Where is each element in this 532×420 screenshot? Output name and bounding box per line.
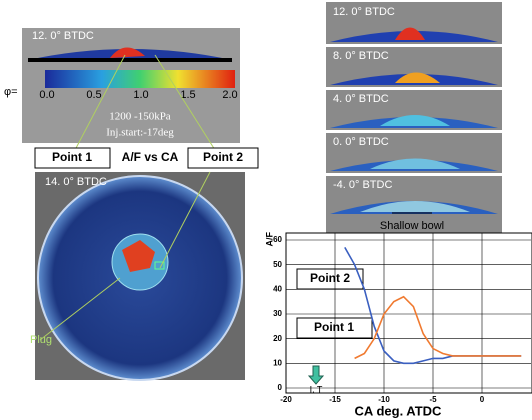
point-label: Point 1 bbox=[52, 150, 92, 164]
chart-title: A/F vs CA bbox=[122, 150, 179, 164]
panel-title: 14. 0° BTDC bbox=[45, 176, 107, 188]
bowl-label: Shallow bowl bbox=[380, 220, 444, 232]
panel-title: 12. 0° BTDC bbox=[333, 6, 395, 18]
x-axis-label: CA deg. ATDC bbox=[355, 403, 443, 418]
phi-label: φ= bbox=[4, 86, 18, 98]
plug-label: Plug bbox=[30, 334, 52, 346]
x-tick-label: 0 bbox=[480, 395, 485, 404]
figure: 12. 0° BTDC φ= 0.0 0.5 1.0 1.5 2.0 1200 … bbox=[0, 0, 532, 420]
y-tick-label: 50 bbox=[273, 260, 282, 269]
info-line: Inj.start:-17deg bbox=[106, 127, 174, 139]
scale-tick: 0.5 bbox=[86, 89, 101, 101]
panel-title: -4. 0° BTDC bbox=[333, 179, 392, 191]
x-tick-label: -20 bbox=[280, 395, 292, 404]
y-tick-label: 0 bbox=[278, 383, 283, 392]
left-top-panel: 12. 0° BTDC φ= 0.0 0.5 1.0 1.5 2.0 1200 … bbox=[4, 28, 240, 143]
right-stack: 12. 0° BTDC 8. 0° BTDC 4. 0° BTDC 0. 0° … bbox=[326, 2, 502, 234]
chart: A/F CA deg. ATDC Point 2 Point 1 I. T 01… bbox=[264, 232, 532, 419]
y-tick-label: 60 bbox=[273, 235, 282, 244]
x-tick-label: -5 bbox=[429, 395, 437, 404]
annotation: Point 1 bbox=[314, 320, 354, 334]
y-tick-label: 10 bbox=[273, 358, 282, 367]
panel-title: 0. 0° BTDC bbox=[333, 136, 389, 148]
info-line: 1200 -150kPa bbox=[109, 111, 171, 123]
point-label: Point 2 bbox=[203, 150, 243, 164]
annotation: I. T bbox=[310, 384, 323, 394]
x-tick-label: -10 bbox=[378, 395, 390, 404]
y-tick-label: 40 bbox=[273, 284, 282, 293]
y-tick-label: 20 bbox=[273, 334, 282, 343]
panel-title: 8. 0° BTDC bbox=[333, 50, 389, 62]
annotation: Point 2 bbox=[310, 271, 350, 285]
left-bottom-panel: 14. 0° BTDC Plug bbox=[30, 172, 245, 380]
panel-title: 4. 0° BTDC bbox=[333, 93, 389, 105]
scale-tick: 1.0 bbox=[133, 89, 148, 101]
scale-tick: 0.0 bbox=[39, 89, 54, 101]
x-tick-label: -15 bbox=[329, 395, 341, 404]
y-tick-label: 30 bbox=[273, 309, 282, 318]
panel-title: 12. 0° BTDC bbox=[32, 30, 94, 42]
scale-tick: 2.0 bbox=[222, 89, 237, 101]
